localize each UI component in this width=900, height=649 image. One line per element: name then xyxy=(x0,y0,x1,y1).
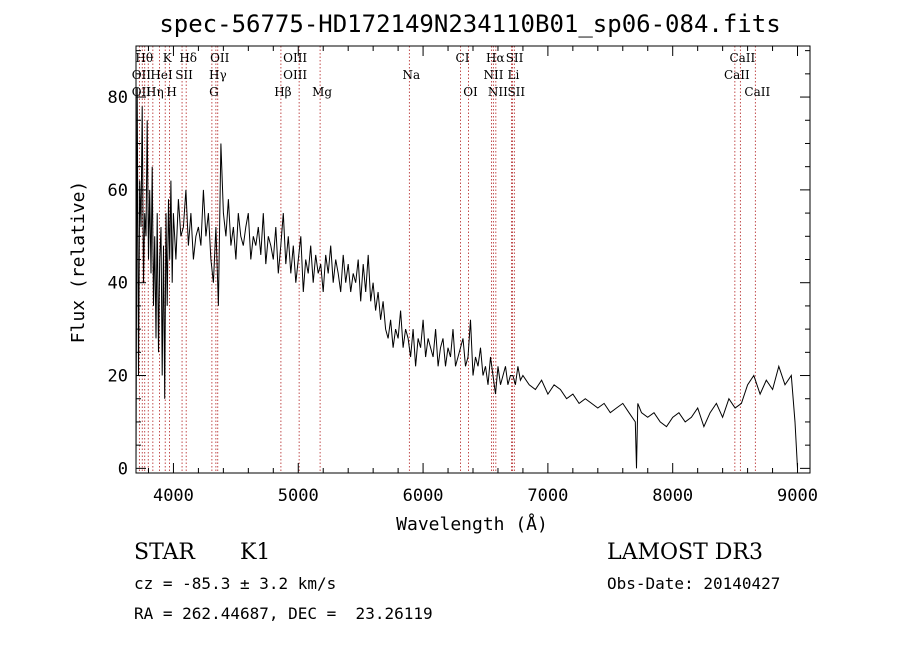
line-label-9: OII xyxy=(132,68,152,82)
line-label-20: H xyxy=(166,85,176,99)
line-label-12: Hγ xyxy=(209,68,227,82)
y-tick-label: 40 xyxy=(108,274,128,294)
line-label-15: NII xyxy=(483,68,503,82)
y-tick-label: 20 xyxy=(108,367,128,387)
line-label-6: Hα xyxy=(486,51,505,65)
line-label-10: HeI xyxy=(150,68,173,82)
line-label-13: OIII xyxy=(283,68,307,82)
y-axis-ticks: 0 20 40 60 80 xyxy=(108,50,810,479)
x-tick-label: 9000 xyxy=(777,486,818,506)
line-label-4: OIII xyxy=(283,51,307,65)
line-label-0: Hθ xyxy=(135,51,153,65)
line-label-22: Hβ xyxy=(274,85,291,99)
x-axis-ticks: 4000 5000 6000 7000 8000 9000 xyxy=(147,46,818,506)
coordinates: RA = 262.44687, DEC = 23.26119 xyxy=(134,604,433,623)
line-label-24: OI xyxy=(463,85,478,99)
plot-frame xyxy=(135,45,811,474)
x-tick-label: 4000 xyxy=(153,486,194,506)
line-label-23: Mg xyxy=(312,85,332,99)
line-label-21: G xyxy=(209,85,219,99)
line-label-3: OII xyxy=(210,51,230,65)
line-label-25: NII xyxy=(488,85,508,99)
x-tick-label: 8000 xyxy=(652,486,693,506)
line-label-2: Hδ xyxy=(179,51,197,65)
line-label-17: CaII xyxy=(724,68,750,82)
spectral-line-markers xyxy=(138,46,756,473)
line-label-14: Na xyxy=(403,68,421,82)
object-subclass: K1 xyxy=(240,540,271,565)
line-label-27: CaII xyxy=(744,85,770,99)
line-label-18: OII xyxy=(132,85,152,99)
object-class: STAR xyxy=(134,540,195,565)
redshift-velocity: cz = -85.3 ± 3.2 km/s xyxy=(134,574,337,593)
observation-date: Obs-Date: 20140427 xyxy=(607,574,781,593)
flux-series-line xyxy=(135,87,798,469)
y-tick-label: 60 xyxy=(108,181,128,201)
line-label-19: Hη xyxy=(146,85,164,99)
line-label-16: Li xyxy=(508,68,520,82)
line-label-5: CI xyxy=(456,51,470,65)
x-tick-label: 5000 xyxy=(278,486,319,506)
y-axis-label: Flux (relative) xyxy=(68,181,89,344)
line-label-11: SII xyxy=(175,68,193,82)
y-tick-label: 80 xyxy=(108,88,128,108)
survey-name: LAMOST DR3 xyxy=(607,540,763,565)
x-tick-label: 7000 xyxy=(527,486,568,506)
chart-title: spec-56775-HD172149N234110B01_sp06-084.f… xyxy=(159,10,780,38)
x-tick-label: 6000 xyxy=(403,486,444,506)
x-axis-label: Wavelength (Å) xyxy=(396,513,548,535)
line-label-7: SII xyxy=(506,51,524,65)
line-label-26: SII xyxy=(507,85,525,99)
line-label-8: CaII xyxy=(729,51,755,65)
y-tick-label: 0 xyxy=(118,459,128,479)
line-label-1: K xyxy=(163,51,173,65)
